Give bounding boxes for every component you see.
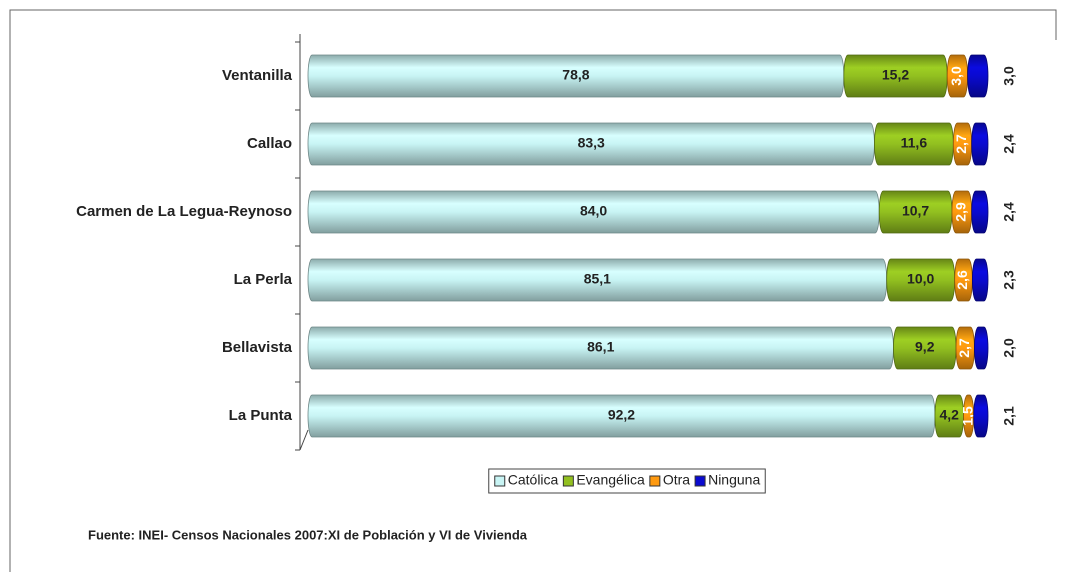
bar-segment <box>967 54 989 98</box>
data-label: 15,2 <box>882 67 909 83</box>
data-label: 84,0 <box>580 203 607 219</box>
data-label: 2,1 <box>1001 406 1017 426</box>
data-label: 83,3 <box>578 135 605 151</box>
data-label: 2,9 <box>953 202 969 222</box>
data-label: 2,6 <box>954 270 970 290</box>
data-label: 2,7 <box>956 338 972 358</box>
data-label: 2,7 <box>953 134 969 154</box>
legend-swatch <box>649 475 661 487</box>
y-tick-label: Carmen de La Legua-Reynoso <box>76 203 292 220</box>
data-label: 9,2 <box>915 339 935 355</box>
y-tick-label: Ventanilla <box>222 67 293 84</box>
data-label: 2,4 <box>1001 202 1017 222</box>
data-label: 86,1 <box>587 339 614 355</box>
frame <box>9 9 1057 572</box>
source-note: Fuente: INEI- Censos Nacionales 2007:XI … <box>88 527 528 542</box>
bar-segment <box>971 190 989 234</box>
data-label: 1,5 <box>959 406 975 426</box>
data-label: 3,0 <box>1001 66 1017 86</box>
y-tick-label: Callao <box>247 135 292 152</box>
legend-label: Ninguna <box>708 472 760 488</box>
data-label: 10,7 <box>902 203 929 219</box>
data-label: 3,0 <box>948 66 964 86</box>
data-label: 10,0 <box>907 271 934 287</box>
bar-segment <box>971 258 989 302</box>
data-label: 92,2 <box>608 407 635 423</box>
y-tick-label: Bellavista <box>222 339 293 356</box>
axis-depth <box>299 429 309 451</box>
data-label: 85,1 <box>584 271 611 287</box>
bar-segment <box>971 122 989 166</box>
data-label: 2,4 <box>1001 134 1017 154</box>
legend-box <box>488 468 766 494</box>
bar-segment <box>974 326 989 370</box>
legend-label: Otra <box>663 472 690 488</box>
legend-label: Católica <box>508 472 559 488</box>
data-label: 11,6 <box>901 135 928 151</box>
data-label: 78,8 <box>562 67 589 83</box>
data-label: 4,2 <box>940 407 960 423</box>
y-tick-label: La Punta <box>229 407 293 424</box>
legend-swatch <box>494 475 506 487</box>
legend-label: Evangélica <box>576 472 645 488</box>
legend-swatch <box>694 475 706 487</box>
data-label: 2,3 <box>1001 270 1017 290</box>
y-tick-label: La Perla <box>234 271 293 288</box>
data-label: 2,0 <box>1001 338 1017 358</box>
legend-swatch <box>562 475 574 487</box>
bar-segment <box>973 394 989 438</box>
